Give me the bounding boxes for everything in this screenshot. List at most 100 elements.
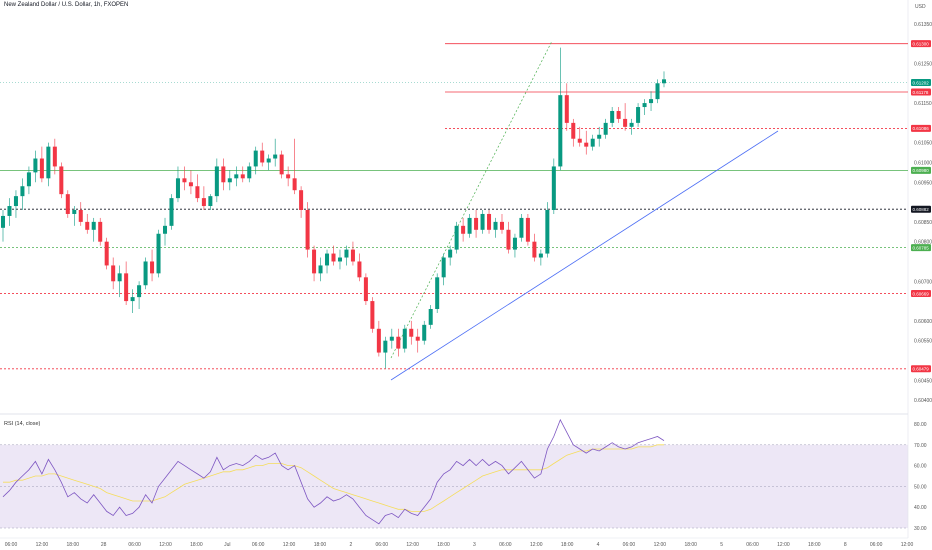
candle[interactable] bbox=[370, 297, 375, 333]
rsi-line[interactable] bbox=[2, 418, 665, 525]
candle[interactable] bbox=[104, 237, 109, 270]
candle[interactable] bbox=[480, 210, 485, 234]
candle[interactable] bbox=[422, 320, 427, 345]
candle[interactable] bbox=[616, 107, 621, 123]
candle[interactable] bbox=[512, 233, 517, 258]
candle[interactable] bbox=[558, 47, 563, 171]
candle[interactable] bbox=[383, 336, 388, 369]
candle[interactable] bbox=[454, 221, 459, 254]
candle[interactable] bbox=[467, 213, 472, 238]
candle[interactable] bbox=[344, 245, 349, 266]
candle[interactable] bbox=[448, 245, 453, 266]
candle[interactable] bbox=[98, 217, 103, 246]
candle[interactable] bbox=[610, 107, 615, 127]
price-level-badge[interactable]: 0.60785 bbox=[911, 244, 931, 252]
candle[interactable] bbox=[182, 166, 187, 191]
candle[interactable] bbox=[357, 253, 362, 282]
candle[interactable] bbox=[577, 126, 582, 147]
candle[interactable] bbox=[642, 99, 647, 115]
candle[interactable] bbox=[474, 210, 479, 238]
candle[interactable] bbox=[163, 217, 168, 246]
rsi-indicator-label[interactable]: RSI (14, close) bbox=[4, 421, 41, 427]
price-level-badge[interactable]: 0.60882 bbox=[911, 205, 931, 213]
candle[interactable] bbox=[603, 118, 608, 139]
candle[interactable] bbox=[350, 241, 355, 266]
candle[interactable] bbox=[78, 202, 83, 226]
candle[interactable] bbox=[376, 320, 381, 357]
candle[interactable] bbox=[499, 213, 504, 234]
candle[interactable] bbox=[175, 166, 180, 203]
candle[interactable] bbox=[461, 217, 466, 242]
candle[interactable] bbox=[195, 174, 200, 203]
candle[interactable] bbox=[253, 146, 258, 175]
candle[interactable] bbox=[571, 118, 576, 147]
price-level-badge[interactable]: 0.60980 bbox=[911, 166, 931, 174]
candle[interactable] bbox=[91, 217, 96, 242]
rising-trendline[interactable] bbox=[390, 130, 779, 381]
candle[interactable] bbox=[487, 210, 492, 234]
candle[interactable] bbox=[59, 162, 64, 199]
candle[interactable] bbox=[240, 166, 245, 183]
candle[interactable] bbox=[532, 233, 537, 262]
candle[interactable] bbox=[169, 194, 174, 230]
candle[interactable] bbox=[493, 217, 498, 238]
candle[interactable] bbox=[525, 213, 530, 246]
price-axis[interactable]: 0.61350 0.61250 0.61150 0.61050 0.61000 0.609… bbox=[911, 22, 932, 532]
candle[interactable] bbox=[649, 91, 654, 111]
candle[interactable] bbox=[143, 257, 148, 290]
candle[interactable] bbox=[85, 213, 90, 234]
price-level-badge[interactable]: 0.60669 bbox=[911, 290, 931, 298]
candle[interactable] bbox=[415, 328, 420, 353]
candle[interactable] bbox=[661, 71, 667, 88]
price-level-badge[interactable]: 0.60479 bbox=[911, 365, 931, 373]
candle[interactable] bbox=[234, 166, 239, 187]
candle[interactable] bbox=[551, 158, 556, 214]
candle[interactable] bbox=[305, 202, 310, 258]
candle[interactable] bbox=[312, 245, 317, 282]
candle[interactable] bbox=[389, 328, 394, 349]
candle[interactable] bbox=[279, 150, 284, 179]
candle[interactable] bbox=[331, 245, 336, 266]
candle[interactable] bbox=[46, 142, 51, 187]
candle[interactable] bbox=[299, 186, 304, 218]
candle[interactable] bbox=[221, 158, 226, 191]
candle[interactable] bbox=[7, 198, 12, 226]
candle[interactable] bbox=[20, 178, 25, 210]
candle[interactable] bbox=[72, 206, 77, 226]
candle[interactable] bbox=[396, 328, 401, 357]
candle[interactable] bbox=[26, 166, 31, 195]
price-level-badge[interactable]: 0.61086 bbox=[911, 124, 931, 132]
candle[interactable] bbox=[214, 158, 219, 203]
last-price-badge[interactable]: 0.61202 bbox=[911, 78, 931, 86]
candle[interactable] bbox=[124, 261, 129, 306]
candle[interactable] bbox=[111, 257, 116, 290]
candle[interactable] bbox=[33, 150, 38, 183]
candle[interactable] bbox=[506, 221, 511, 254]
candle[interactable] bbox=[117, 265, 122, 298]
candle[interactable] bbox=[655, 79, 660, 104]
candle[interactable] bbox=[318, 257, 323, 282]
candle[interactable] bbox=[545, 202, 550, 258]
candle[interactable] bbox=[325, 249, 330, 274]
time-axis[interactable]: 06:00 12:00 18:00 28 06:00 12:00 18:00 Jul 06:00… bbox=[0, 537, 913, 548]
candle[interactable] bbox=[0, 210, 6, 242]
candle[interactable] bbox=[584, 130, 589, 155]
candle[interactable] bbox=[227, 170, 232, 191]
candle[interactable] bbox=[590, 134, 595, 151]
candle[interactable] bbox=[428, 305, 433, 329]
candle[interactable] bbox=[435, 273, 440, 313]
candle[interactable] bbox=[39, 146, 44, 183]
candle[interactable] bbox=[286, 166, 291, 187]
candle[interactable] bbox=[402, 324, 407, 353]
candle[interactable] bbox=[564, 83, 569, 131]
candle[interactable] bbox=[441, 253, 446, 286]
candle[interactable] bbox=[266, 154, 271, 171]
candle[interactable] bbox=[201, 186, 206, 210]
candle[interactable] bbox=[636, 103, 641, 127]
impulse-projection-line[interactable] bbox=[390, 40, 553, 359]
candle[interactable] bbox=[247, 162, 252, 183]
candle[interactable] bbox=[519, 213, 524, 242]
candle[interactable] bbox=[273, 138, 278, 167]
candle[interactable] bbox=[597, 126, 602, 147]
